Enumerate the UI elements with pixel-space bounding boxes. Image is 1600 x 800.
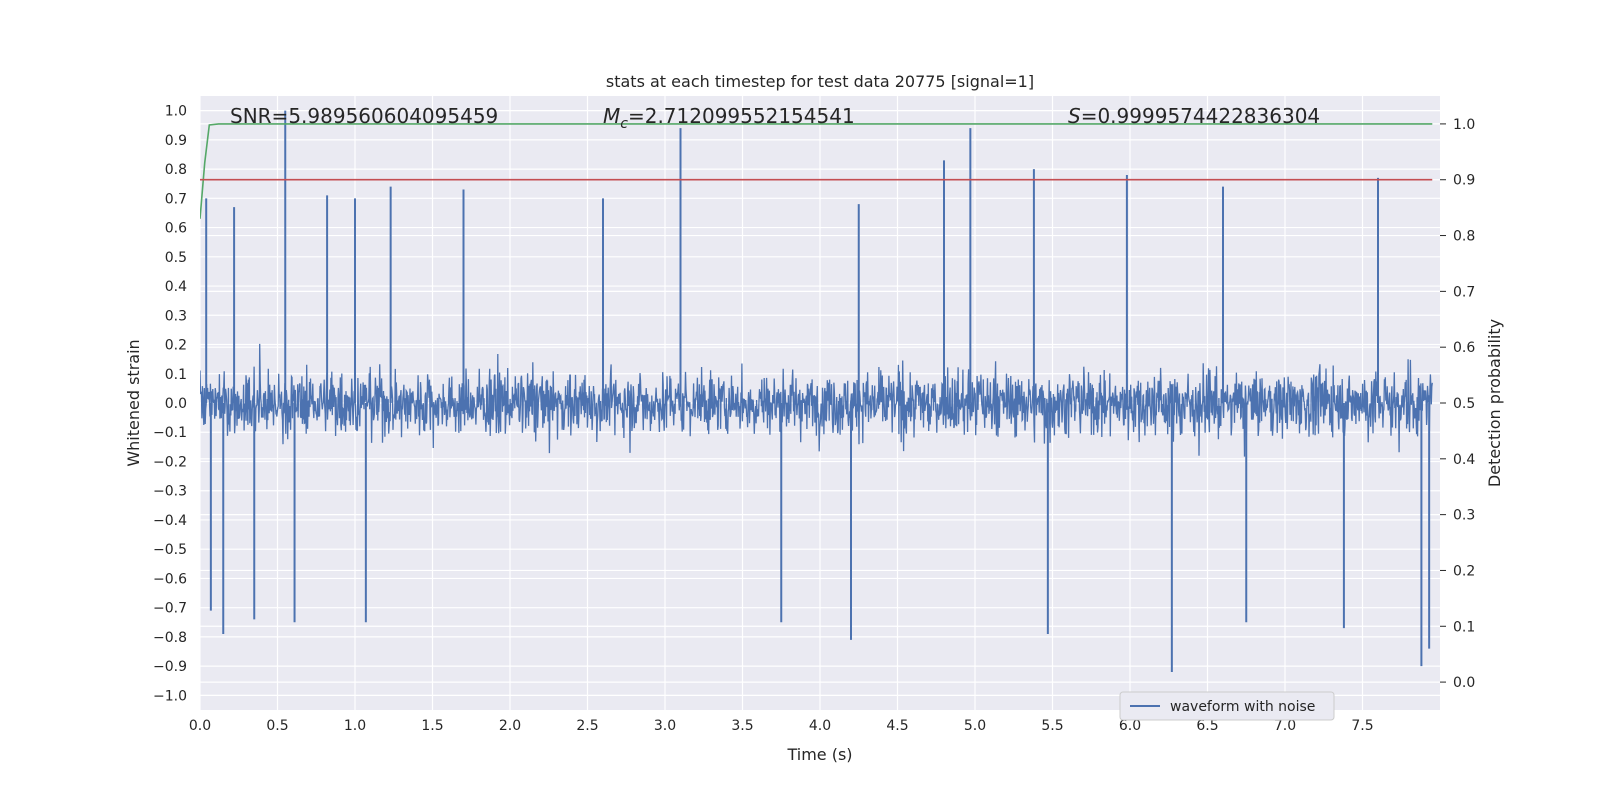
- detection-probability-line: [200, 123, 1433, 219]
- detection-stat-symbol: S: [1068, 104, 1081, 128]
- y-left-tick-label: −0.3: [153, 484, 187, 500]
- y-axis-right-label: Detection probability: [1485, 319, 1504, 487]
- y-left-tick-label: 0.8: [165, 162, 187, 178]
- x-tick-label: 2.0: [499, 718, 521, 734]
- x-axis-label: Time (s): [786, 745, 852, 764]
- chirp-mass-symbol: M: [603, 104, 620, 128]
- left-axis-ticks: 1.0 0.9 0.8 0.7 0.6 0.5 0.4 0.3 0.2 0.1 0.0 −0.1 −0.…: [153, 104, 187, 705]
- y-left-tick-label: 0.0: [165, 396, 187, 412]
- chirp-mass-annotation: Mc=2.712099552154541: [603, 104, 855, 132]
- y-left-tick-label: −0.9: [153, 659, 187, 675]
- y-left-tick-label: 0.6: [165, 221, 187, 237]
- x-tick-label: 6.5: [1196, 718, 1218, 734]
- y-left-tick-label: 0.4: [165, 279, 187, 295]
- x-tick-label: 3.5: [731, 718, 753, 734]
- chirp-mass-value: =2.712099552154541: [628, 104, 855, 128]
- detection-stat-value: =0.9999574422836304: [1081, 104, 1320, 128]
- x-tick-label: 1.5: [421, 718, 443, 734]
- y-left-tick-label: 0.7: [165, 191, 187, 207]
- y-right-tick-label: 0.0: [1453, 675, 1475, 691]
- y-left-tick-label: 0.5: [165, 250, 187, 266]
- y-axis-left-label: Whitened strain: [124, 339, 143, 466]
- x-tick-label: 4.0: [809, 718, 831, 734]
- x-axis-ticks: 0.0 0.5 1.0 1.5 2.0 2.5 3.0 3.5 4.0 4.5 5.0 5.5 6.0 6…: [189, 718, 1374, 734]
- y-left-tick-label: −0.1: [153, 425, 187, 441]
- y-right-tick-label: 0.6: [1453, 340, 1475, 356]
- y-right-tick-label: 0.4: [1453, 452, 1475, 468]
- y-left-tick-label: 0.9: [165, 133, 187, 149]
- x-tick-label: 1.0: [344, 718, 366, 734]
- legend: waveform with noise: [1119, 691, 1335, 721]
- y-left-tick-label: −0.7: [153, 601, 187, 617]
- x-tick-label: 2.5: [576, 718, 598, 734]
- y-right-tick-label: 0.1: [1453, 619, 1475, 635]
- legend-box: [1119, 691, 1335, 721]
- y-left-tick-label: −0.6: [153, 571, 187, 587]
- x-tick-label: 0.5: [266, 718, 288, 734]
- chart-title: stats at each timestep for test data 207…: [606, 72, 1034, 91]
- y-left-tick-label: 0.2: [165, 338, 187, 354]
- x-tick-label: 5.5: [1041, 718, 1063, 734]
- y-left-tick-label: −0.4: [153, 513, 187, 529]
- y-right-tick-label: 0.8: [1453, 229, 1475, 245]
- y-right-tick-label: 0.7: [1453, 284, 1475, 300]
- y-left-tick-label: 0.3: [165, 308, 187, 324]
- waveform-series: [200, 110, 1433, 672]
- y-right-tick-label: 0.9: [1453, 173, 1475, 189]
- y-right-tick-label: 0.3: [1453, 508, 1475, 524]
- y-right-tick-label: 0.2: [1453, 563, 1475, 579]
- y-left-tick-label: 0.1: [165, 367, 187, 383]
- x-tick-label: 0.0: [189, 718, 211, 734]
- y-right-tick-label: 1.0: [1453, 117, 1475, 133]
- x-tick-label: 5.0: [964, 718, 986, 734]
- x-tick-label: 7.0: [1274, 718, 1296, 734]
- y-left-tick-label: −0.5: [153, 542, 187, 558]
- snr-label: SNR=: [230, 104, 288, 128]
- detection-stat-annotation: S=0.9999574422836304: [1068, 104, 1320, 128]
- y-left-tick-label: 1.0: [165, 104, 187, 120]
- x-tick-label: 4.5: [886, 718, 908, 734]
- y-right-tick-label: 0.5: [1453, 396, 1475, 412]
- y-left-tick-label: −1.0: [153, 688, 187, 704]
- x-tick-label: 6.0: [1119, 718, 1141, 734]
- y-left-tick-label: −0.8: [153, 630, 187, 646]
- snr-value: 5.989560604095459: [288, 104, 498, 128]
- x-tick-label: 3.0: [654, 718, 676, 734]
- probability-lines: [200, 123, 1433, 219]
- y-left-tick-label: −0.2: [153, 454, 187, 470]
- legend-label-waveform: waveform with noise: [1170, 699, 1315, 715]
- chirp-mass-subscript: c: [620, 116, 628, 132]
- snr-annotation: SNR=5.989560604095459: [230, 104, 498, 128]
- right-axis-ticks: 1.0 0.9 0.8 0.7 0.6 0.5 0.4 0.3 0.2 0.1 0.0: [1440, 117, 1475, 691]
- x-tick-label: 7.5: [1351, 718, 1373, 734]
- waveform-line: [200, 343, 1433, 457]
